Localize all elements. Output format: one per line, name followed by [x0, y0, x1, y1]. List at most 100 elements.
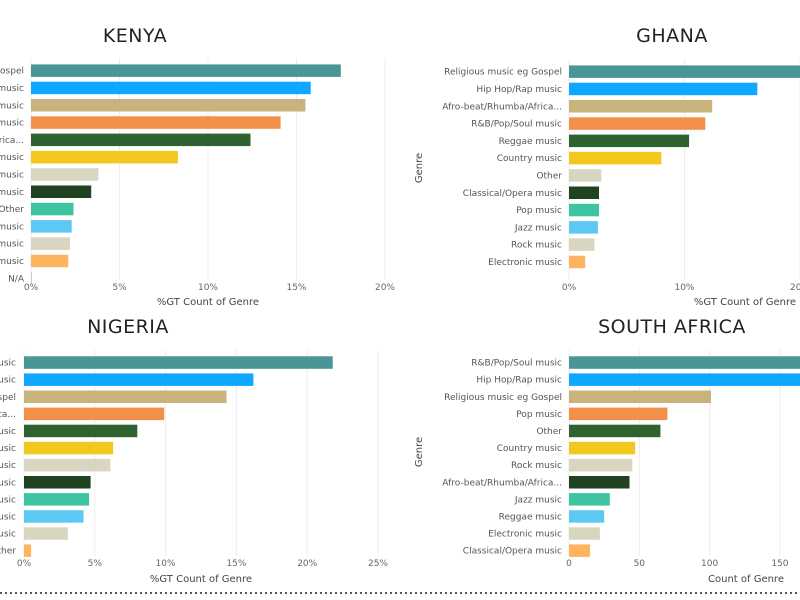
tick-label: 150: [771, 559, 788, 569]
bar[interactable]: [24, 356, 333, 369]
tick-label: 0%: [17, 559, 32, 569]
tick-label: 20%: [375, 283, 395, 293]
bar[interactable]: [569, 390, 711, 404]
category-label: Other: [536, 172, 562, 182]
bar[interactable]: [569, 151, 662, 165]
category-label: music: [0, 222, 24, 232]
category-label: music: [0, 427, 16, 437]
bar[interactable]: [31, 150, 178, 164]
bar[interactable]: [569, 424, 661, 438]
category-label: music: [0, 188, 24, 198]
tick-label: 10%: [198, 283, 218, 293]
bar[interactable]: [569, 255, 586, 269]
bar[interactable]: [569, 65, 800, 78]
category-label: ospel: [0, 393, 16, 403]
y-axis-label: Genre: [414, 437, 425, 467]
bar[interactable]: [569, 169, 602, 182]
category-label: Jazz music: [514, 223, 562, 233]
bar[interactable]: [31, 81, 311, 95]
category-label: Classical/Opera music: [463, 189, 562, 199]
bar[interactable]: [31, 185, 92, 199]
bar[interactable]: [569, 373, 800, 386]
category-label: Reggae music: [499, 137, 562, 147]
bar[interactable]: [569, 544, 591, 557]
category-label: Rock music: [511, 461, 562, 471]
category-label: Religious music eg Gospel: [444, 68, 562, 78]
category-label: music: [0, 240, 24, 250]
tick-label: 20%: [297, 559, 317, 569]
bar[interactable]: [31, 64, 341, 77]
bar[interactable]: [569, 186, 599, 200]
bar[interactable]: [569, 510, 605, 523]
bar[interactable]: [24, 441, 114, 455]
bar[interactable]: [24, 476, 91, 489]
chart-south-africa: SOUTH AFRICA R&B/Pop/Soul music Hip Hop/Ra…: [414, 316, 800, 585]
bar[interactable]: [24, 510, 84, 523]
category-label: Pop music: [516, 410, 562, 420]
bar[interactable]: [24, 390, 227, 404]
category-label: Electronic music: [488, 258, 562, 268]
category-label: music: [0, 461, 16, 471]
tick-label: 25%: [368, 559, 388, 569]
chart-title: SOUTH AFRICA: [598, 316, 746, 338]
bar[interactable]: [31, 202, 74, 216]
tick-label: 10%: [674, 283, 694, 293]
bar[interactable]: [569, 221, 598, 234]
tick-label: 50: [634, 559, 646, 569]
category-label: Afro-beat/Rhumba/Africa...: [442, 102, 562, 112]
x-axis-label: %GT Count of Genre: [150, 574, 252, 585]
bar[interactable]: [569, 441, 636, 455]
x-axis-label: %GT Count of Genre: [157, 297, 259, 308]
category-label: Other: [0, 205, 24, 215]
bar[interactable]: [31, 272, 32, 285]
bar[interactable]: [31, 133, 251, 147]
bar[interactable]: [569, 134, 690, 148]
bar[interactable]: [569, 203, 599, 217]
bar[interactable]: [569, 527, 600, 540]
bar[interactable]: [24, 424, 138, 438]
tick-label: 10%: [156, 559, 176, 569]
bar[interactable]: [569, 493, 610, 506]
bar[interactable]: [31, 168, 99, 181]
y-axis-label: Genre: [414, 153, 425, 183]
bar[interactable]: [569, 100, 713, 113]
category-label: N/A: [8, 274, 25, 284]
bar[interactable]: [569, 458, 633, 472]
bar[interactable]: [24, 458, 111, 472]
bar[interactable]: [24, 527, 68, 540]
bar[interactable]: [24, 493, 90, 506]
category-label: Reggae music: [499, 512, 562, 522]
category-label: Other: [536, 427, 562, 437]
bar[interactable]: [24, 373, 254, 386]
bar[interactable]: [569, 238, 595, 251]
tick-label: 0: [566, 559, 572, 569]
bar[interactable]: [31, 99, 306, 112]
bar[interactable]: [31, 237, 70, 250]
category-label: music: [0, 101, 24, 111]
category-label: Hip Hop/Rap music: [476, 376, 562, 386]
tick-label: 0%: [24, 283, 39, 293]
tick-label: 0%: [562, 283, 577, 293]
category-label: Hip Hop/Rap music: [476, 85, 562, 95]
chart-title: KENYA: [103, 25, 167, 47]
bar[interactable]: [569, 407, 668, 421]
chart-ghana: GHANA Religious music eg Gospel Hip Hop/Ra…: [414, 25, 800, 308]
chart-title: NIGERIA: [87, 316, 169, 338]
category-label: music: [0, 512, 16, 522]
bar[interactable]: [31, 254, 69, 268]
category-label: Country music: [497, 154, 562, 164]
category-label: music: [0, 359, 16, 369]
bar[interactable]: [24, 544, 32, 557]
bar[interactable]: [31, 116, 281, 129]
bar[interactable]: [569, 117, 706, 130]
chart-nigeria: NIGERIA music music ospel rica... music music m…: [0, 316, 388, 585]
bar[interactable]: [569, 82, 758, 96]
bar[interactable]: [569, 356, 800, 369]
category-label: Classical/Opera music: [463, 547, 562, 557]
category-label: Afro-beat/Rhumba/Africa...: [442, 478, 562, 488]
bar[interactable]: [24, 407, 165, 421]
category-label: R&B/Pop/Soul music: [471, 120, 562, 130]
bar[interactable]: [31, 220, 72, 233]
bar[interactable]: [569, 476, 630, 489]
